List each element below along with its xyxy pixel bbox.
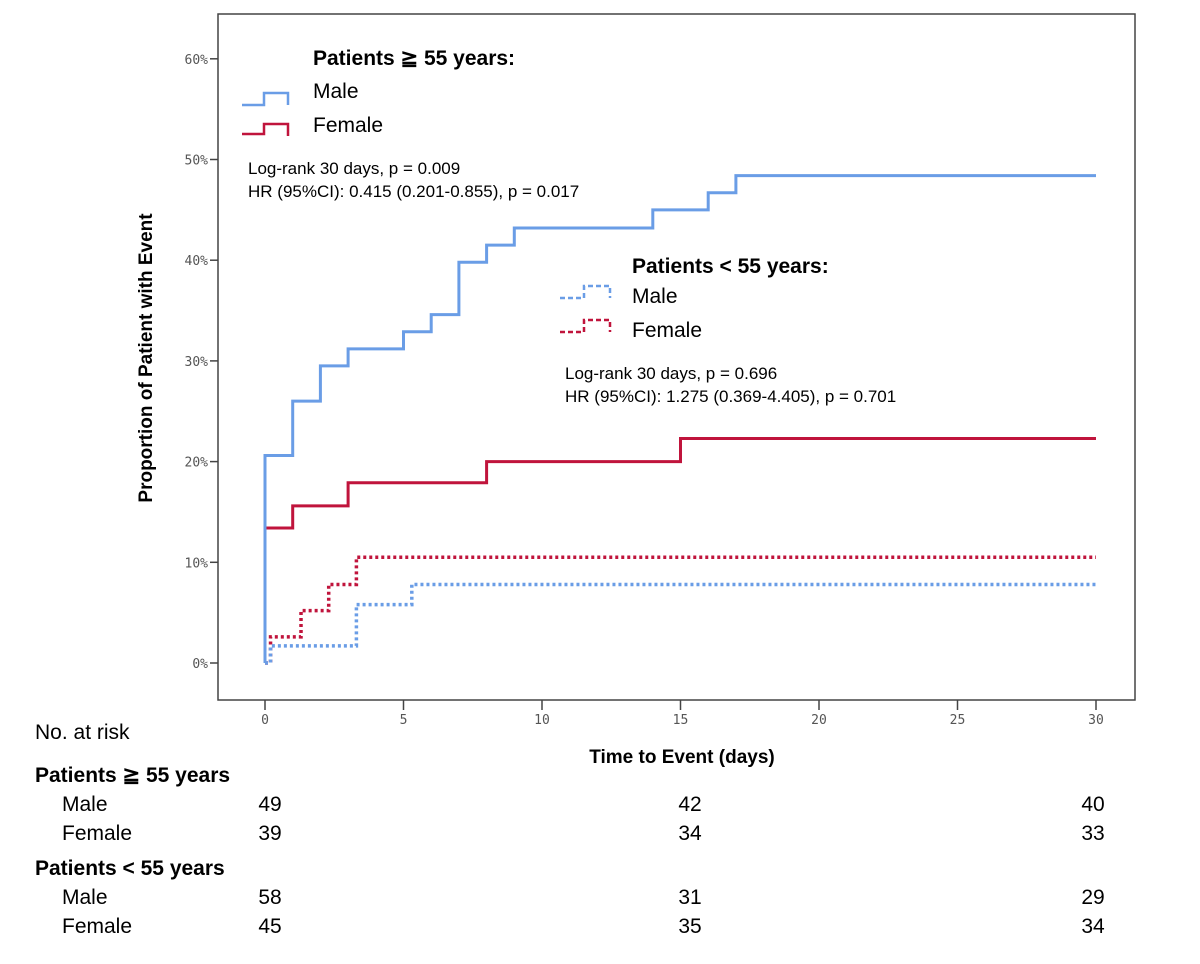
- legend-label-older-female: Female: [313, 114, 383, 137]
- risk-value: 42: [678, 793, 701, 816]
- x-tick-label: 10: [534, 713, 550, 728]
- legend-title-younger: Patients < 55 years:: [632, 255, 829, 278]
- y-tick-label: 60%: [185, 53, 209, 68]
- risk-value: 35: [678, 915, 701, 938]
- risk-group-label: Patients < 55 years: [35, 857, 225, 880]
- legend-label-younger-male: Male: [632, 285, 678, 308]
- stats-older-hr: HR (95%CI): 0.415 (0.201-0.855), p = 0.0…: [248, 182, 579, 201]
- series-line-1: [263, 436, 1096, 663]
- x-tick-label: 15: [673, 713, 689, 728]
- risk-value: 58: [258, 886, 281, 909]
- risk-value: 33: [1081, 822, 1104, 845]
- x-tick-label: 0: [261, 713, 269, 728]
- y-tick-label: 20%: [185, 456, 209, 471]
- risk-row-label: Male: [62, 793, 108, 816]
- risk-value: 49: [258, 793, 281, 816]
- risk-row-label: Male: [62, 886, 108, 909]
- risk-value: 29: [1081, 886, 1104, 909]
- y-tick-label: 0%: [192, 657, 208, 672]
- risk-value: 45: [258, 915, 281, 938]
- y-tick-label: 10%: [185, 556, 209, 571]
- plot-frame: [217, 13, 1136, 701]
- x-tick-label: 20: [811, 713, 827, 728]
- series-line-0: [263, 174, 1096, 663]
- risk-value: 34: [1081, 915, 1105, 938]
- risk-table-title: No. at risk: [35, 721, 130, 744]
- y-tick-label: 30%: [185, 355, 209, 370]
- series-line-2: [265, 582, 1096, 665]
- y-tick-label: 40%: [185, 254, 209, 269]
- legend-line-younger-male: [560, 284, 612, 300]
- stats-older-logrank: Log-rank 30 days, p = 0.009: [248, 159, 460, 178]
- legend-line-older-female: [242, 122, 290, 136]
- series-line-3: [265, 555, 1096, 665]
- legend-title-older: Patients ≧ 55 years:: [313, 47, 515, 70]
- legend-label-older-male: Male: [313, 80, 359, 103]
- risk-value: 34: [678, 822, 702, 845]
- x-tick-label: 30: [1088, 713, 1104, 728]
- legend-label-younger-female: Female: [632, 319, 702, 342]
- x-tick-label: 5: [400, 713, 408, 728]
- stats-younger-hr: HR (95%CI): 1.275 (0.369-4.405), p = 0.7…: [565, 387, 896, 406]
- y-tick-label: 50%: [185, 154, 209, 169]
- legend-line-younger-female: [560, 318, 612, 334]
- stats-younger-logrank: Log-rank 30 days, p = 0.696: [565, 364, 777, 383]
- x-axis-label: Time to Event (days): [589, 747, 774, 768]
- risk-row-label: Female: [62, 822, 132, 845]
- risk-group-label: Patients ≧ 55 years: [35, 764, 230, 787]
- y-axis-label: Proportion of Patient with Event: [136, 213, 157, 503]
- legend-line-older-male: [242, 91, 290, 107]
- risk-value: 39: [258, 822, 281, 845]
- risk-value: 31: [678, 886, 701, 909]
- risk-value: 40: [1081, 793, 1104, 816]
- x-tick-label: 25: [950, 713, 966, 728]
- risk-row-label: Female: [62, 915, 132, 938]
